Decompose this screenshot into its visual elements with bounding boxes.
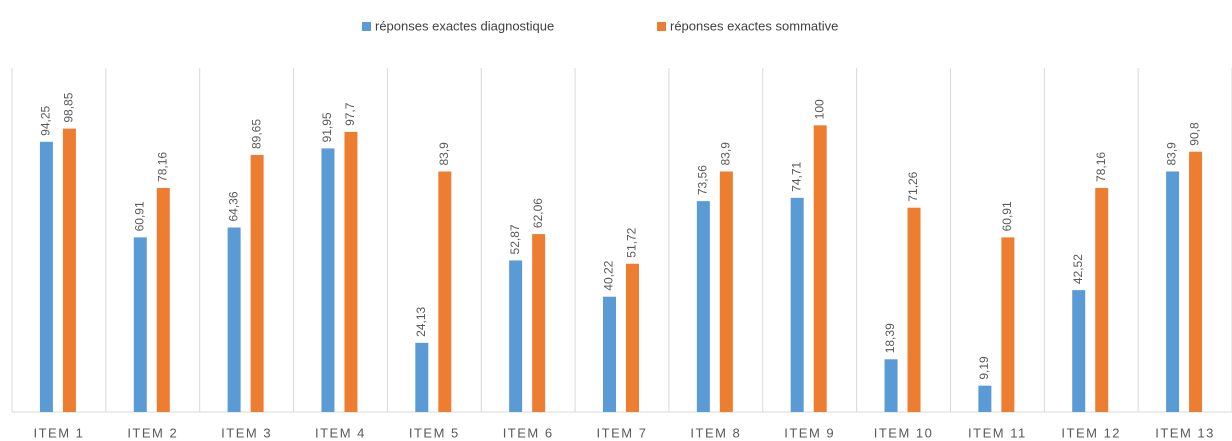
bar bbox=[133, 237, 147, 412]
data-label: 60,91 bbox=[132, 201, 146, 231]
bar bbox=[532, 234, 546, 412]
data-label: 78,16 bbox=[1094, 152, 1108, 182]
data-label: 100 bbox=[812, 99, 826, 119]
bar bbox=[321, 148, 335, 412]
legend-label: réponses exactes sommative bbox=[670, 18, 838, 33]
bar bbox=[509, 260, 523, 412]
bar bbox=[227, 227, 241, 412]
bar bbox=[156, 187, 170, 412]
data-label: 24,13 bbox=[414, 306, 428, 336]
bar bbox=[1189, 151, 1203, 412]
x-tick-label: ITEM 10 bbox=[874, 425, 934, 440]
bar bbox=[438, 171, 452, 412]
data-label: 74,71 bbox=[789, 161, 803, 191]
data-label: 83,9 bbox=[437, 142, 451, 166]
x-tick-label: ITEM 6 bbox=[503, 425, 554, 440]
data-label: 83,9 bbox=[1165, 142, 1179, 166]
data-label: 98,85 bbox=[62, 92, 76, 122]
bar bbox=[813, 125, 827, 412]
bar bbox=[978, 385, 992, 412]
x-tick-label: ITEM 1 bbox=[33, 425, 84, 440]
data-label: 89,65 bbox=[249, 119, 263, 149]
data-label: 18,39 bbox=[883, 323, 897, 353]
data-label: 9,19 bbox=[977, 356, 991, 380]
bar bbox=[1072, 290, 1086, 412]
bar bbox=[1166, 171, 1180, 412]
bar bbox=[907, 207, 921, 412]
bar bbox=[250, 155, 264, 412]
data-label: 91,95 bbox=[320, 112, 334, 142]
data-label: 71,26 bbox=[906, 171, 920, 201]
bar bbox=[1001, 237, 1015, 412]
x-tick-label: ITEM 12 bbox=[1061, 425, 1121, 440]
bar bbox=[62, 128, 76, 412]
data-label: 73,56 bbox=[696, 165, 710, 195]
x-tick-label: ITEM 9 bbox=[784, 425, 835, 440]
x-tick-label: ITEM 8 bbox=[690, 425, 741, 440]
data-label: 83,9 bbox=[719, 142, 733, 166]
legend-swatch bbox=[657, 22, 666, 31]
bar bbox=[884, 359, 898, 412]
x-tick-label: ITEM 7 bbox=[597, 425, 648, 440]
bar bbox=[603, 296, 616, 412]
bar bbox=[39, 141, 53, 413]
bar bbox=[415, 342, 429, 412]
data-label: 97,7 bbox=[343, 102, 357, 126]
x-tick-label: ITEM 11 bbox=[968, 425, 1027, 440]
x-tick-label: ITEM 5 bbox=[409, 425, 460, 440]
bar bbox=[626, 263, 639, 412]
bar bbox=[696, 201, 710, 412]
x-tick-label: ITEM 4 bbox=[315, 425, 366, 440]
legend-swatch bbox=[362, 22, 371, 31]
data-label: 62,06 bbox=[531, 198, 545, 228]
data-label: 94,25 bbox=[39, 105, 53, 135]
x-tick-label: ITEM 13 bbox=[1155, 425, 1215, 440]
data-label: 40,22 bbox=[602, 260, 616, 290]
bar bbox=[719, 171, 733, 412]
data-label: 64,36 bbox=[226, 191, 240, 221]
data-label: 42,52 bbox=[1071, 254, 1085, 284]
data-label: 52,87 bbox=[508, 224, 522, 254]
data-label: 60,91 bbox=[1000, 201, 1014, 231]
data-label: 78,16 bbox=[155, 152, 169, 182]
bar bbox=[344, 131, 358, 412]
data-label: 90,8 bbox=[1188, 122, 1202, 146]
bar bbox=[790, 197, 804, 412]
bar bbox=[1095, 187, 1109, 412]
data-label: 51,72 bbox=[625, 227, 639, 257]
x-tick-label: ITEM 2 bbox=[127, 425, 178, 440]
legend-label: réponses exactes diagnostique bbox=[375, 18, 554, 33]
x-tick-label: ITEM 3 bbox=[221, 425, 272, 440]
